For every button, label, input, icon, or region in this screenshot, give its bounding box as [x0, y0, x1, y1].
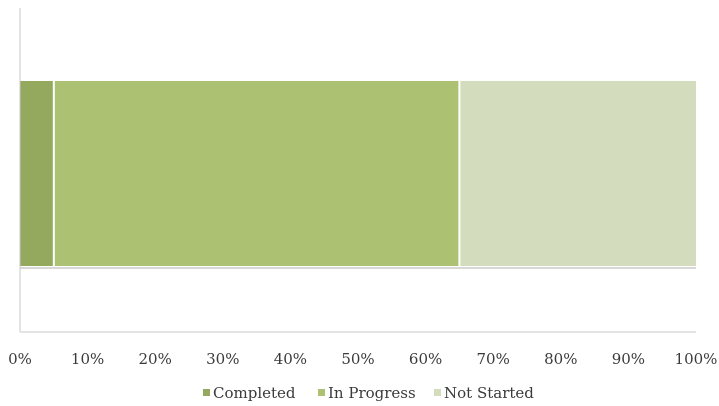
x-axis-tick-labels: 0% 10% 20% 30% 40% 50% 60% 70% 80% 90% 100%	[8, 350, 717, 368]
x-tick-label: 30%	[206, 350, 239, 368]
x-tick-label: 80%	[544, 350, 577, 368]
x-tick-label: 90%	[612, 350, 645, 368]
legend-label-not-started: Not Started	[444, 384, 534, 402]
axes	[19, 8, 696, 333]
legend-label-completed: Completed	[213, 384, 296, 402]
legend-swatch-completed	[203, 389, 210, 396]
legend-label-in-progress: In Progress	[328, 384, 416, 402]
x-tick-label: 0%	[8, 350, 32, 368]
x-tick-label: 100%	[675, 350, 718, 368]
bar-segment-in-progress	[53, 81, 460, 266]
bar-segment-not-started	[459, 81, 696, 266]
x-tick-label: 50%	[341, 350, 374, 368]
x-tick-label: 60%	[409, 350, 442, 368]
legend-swatch-in-progress	[318, 389, 325, 396]
bar-segment-completed	[20, 81, 54, 266]
legend: Completed In Progress Not Started	[203, 384, 534, 402]
x-tick-label: 10%	[71, 350, 104, 368]
x-tick-label: 70%	[477, 350, 510, 368]
bar-group	[20, 81, 696, 269]
x-tick-label: 40%	[274, 350, 307, 368]
x-tick-label: 20%	[139, 350, 172, 368]
legend-swatch-not-started	[434, 389, 441, 396]
